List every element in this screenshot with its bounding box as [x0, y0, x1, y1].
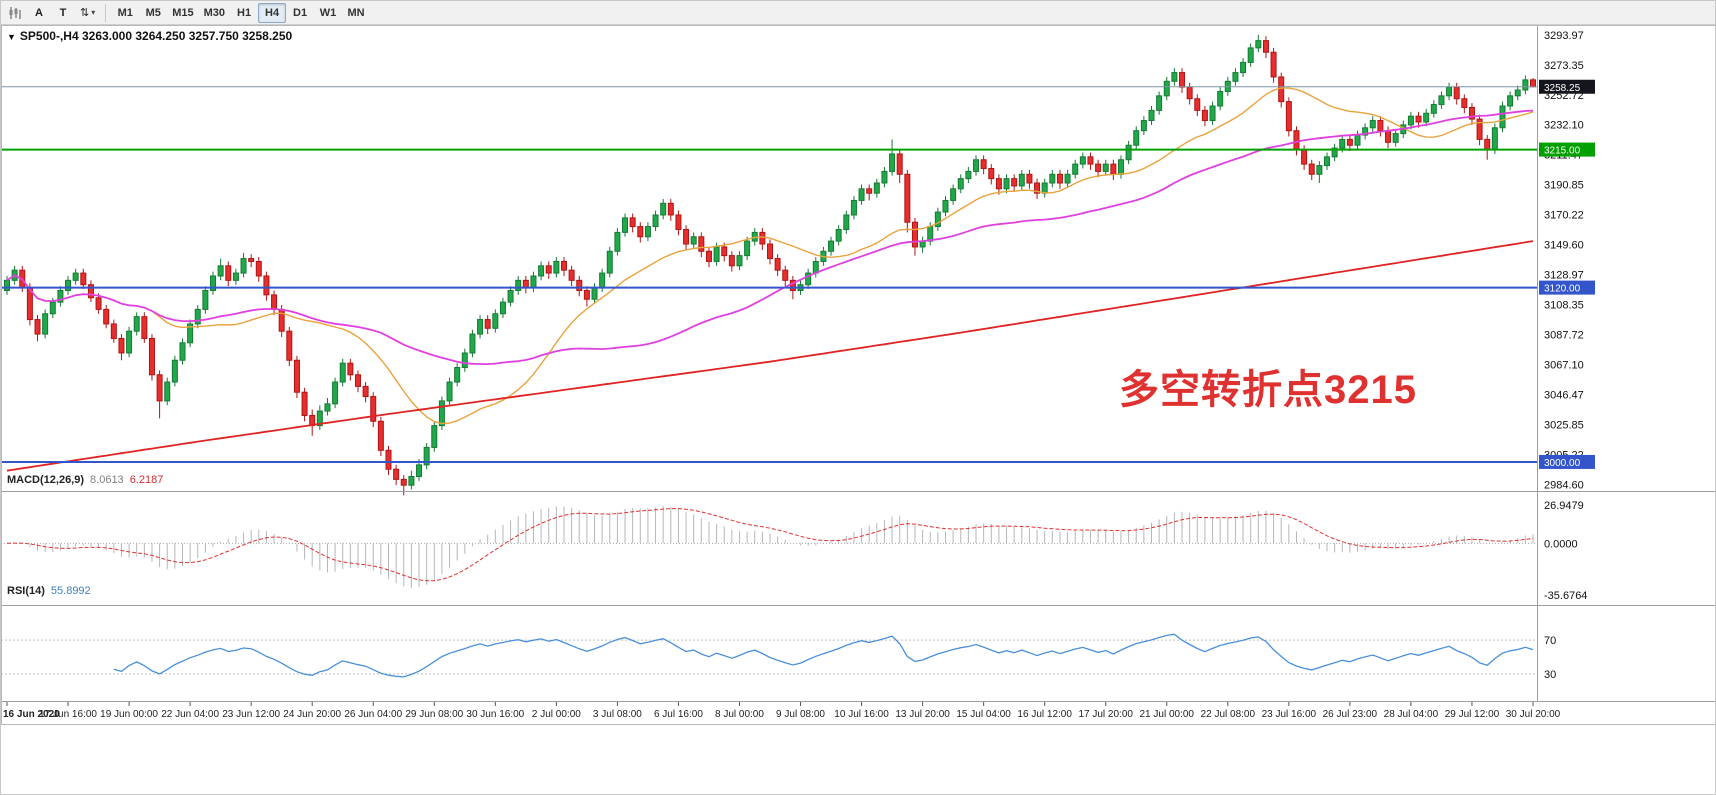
svg-text:15 Jul 04:00: 15 Jul 04:00 [956, 709, 1011, 720]
svg-text:29 Jul 12:00: 29 Jul 12:00 [1445, 709, 1500, 720]
toolbar: A T ⇅ ▾ M1 M5 M15 M30 H1 H4 D1 W1 MN [1, 1, 1715, 25]
svg-text:2984.60: 2984.60 [1544, 479, 1584, 491]
svg-text:3293.97: 3293.97 [1544, 30, 1584, 42]
svg-text:28 Jul 04:00: 28 Jul 04:00 [1384, 709, 1439, 720]
svg-text:16 Jul 12:00: 16 Jul 12:00 [1017, 709, 1072, 720]
svg-text:9 Jul 08:00: 9 Jul 08:00 [776, 709, 825, 720]
svg-text:3273.35: 3273.35 [1544, 60, 1584, 72]
chevron-down-icon: ▾ [91, 8, 96, 17]
svg-text:13 Jul 20:00: 13 Jul 20:00 [895, 709, 950, 720]
svg-text:3232.10: 3232.10 [1544, 120, 1584, 132]
chart-type-button[interactable] [3, 3, 27, 23]
svg-text:3120.00: 3120.00 [1544, 284, 1581, 295]
svg-text:17 Jun 16:00: 17 Jun 16:00 [39, 709, 97, 720]
svg-text:22 Jul 08:00: 22 Jul 08:00 [1201, 709, 1256, 720]
svg-text:30 Jul 20:00: 30 Jul 20:00 [1506, 709, 1561, 720]
cursor-tool-label: A [35, 6, 43, 19]
text-tool-button[interactable]: T [51, 3, 75, 23]
svg-text:17 Jul 20:00: 17 Jul 20:00 [1078, 709, 1133, 720]
timeframe-m15[interactable]: M15 [167, 3, 198, 23]
svg-text:-35.6764: -35.6764 [1544, 590, 1587, 602]
svg-text:30 Jun 16:00: 30 Jun 16:00 [466, 709, 524, 720]
svg-text:23 Jul 16:00: 23 Jul 16:00 [1262, 709, 1317, 720]
svg-text:21 Jul 00:00: 21 Jul 00:00 [1140, 709, 1195, 720]
timeframe-m30[interactable]: M30 [199, 3, 230, 23]
svg-text:3087.72: 3087.72 [1544, 330, 1584, 342]
svg-text:3108.35: 3108.35 [1544, 300, 1584, 312]
svg-text:8 Jul 00:00: 8 Jul 00:00 [715, 709, 764, 720]
text-tool-label: T [59, 6, 67, 19]
timeframe-h4[interactable]: H4 [258, 2, 287, 23]
svg-text:23 Jun 12:00: 23 Jun 12:00 [222, 709, 280, 720]
svg-text:16 Jun 2020: 16 Jun 2020 [3, 709, 60, 720]
scale-arrows-icon: ⇅ [80, 7, 90, 19]
svg-text:3128.97: 3128.97 [1544, 270, 1584, 282]
svg-text:3046.47: 3046.47 [1544, 389, 1584, 401]
svg-text:3215.00: 3215.00 [1544, 146, 1581, 157]
svg-text:70: 70 [1544, 635, 1556, 647]
svg-text:3067.10: 3067.10 [1544, 359, 1584, 371]
timeframe-w1[interactable]: W1 [314, 3, 342, 23]
timeframe-m5[interactable]: M5 [139, 3, 167, 23]
price-chart-canvas[interactable]: 3293.973273.353252.723232.103211.473190.… [1, 25, 1716, 795]
svg-text:6 Jul 16:00: 6 Jul 16:00 [654, 709, 703, 720]
candlestick-chart-icon [9, 6, 21, 19]
svg-text:26.9479: 26.9479 [1544, 500, 1584, 512]
svg-text:3149.60: 3149.60 [1544, 240, 1584, 252]
svg-text:3170.22: 3170.22 [1544, 210, 1584, 222]
svg-text:29 Jun 08:00: 29 Jun 08:00 [405, 709, 463, 720]
svg-text:22 Jun 04:00: 22 Jun 04:00 [161, 709, 219, 720]
timeframe-h1[interactable]: H1 [230, 3, 258, 23]
svg-text:3190.85: 3190.85 [1544, 180, 1584, 192]
svg-text:10 Jul 16:00: 10 Jul 16:00 [834, 709, 889, 720]
timeframe-m1[interactable]: M1 [111, 3, 139, 23]
svg-text:19 Jun 00:00: 19 Jun 00:00 [100, 709, 158, 720]
svg-text:26 Jun 04:00: 26 Jun 04:00 [344, 709, 402, 720]
svg-text:3 Jul 08:00: 3 Jul 08:00 [593, 709, 642, 720]
svg-text:3025.85: 3025.85 [1544, 419, 1584, 431]
svg-text:30: 30 [1544, 669, 1556, 681]
timeframe-d1[interactable]: D1 [286, 3, 314, 23]
svg-text:3258.25: 3258.25 [1544, 83, 1581, 94]
scale-tool-button[interactable]: ⇅ ▾ [75, 3, 100, 23]
svg-text:2 Jul 00:00: 2 Jul 00:00 [532, 709, 581, 720]
svg-text:3000.00: 3000.00 [1544, 458, 1581, 469]
svg-text:26 Jul 23:00: 26 Jul 23:00 [1323, 709, 1378, 720]
timeframe-mn[interactable]: MN [342, 3, 370, 23]
chart-area[interactable]: 3293.973273.353252.723232.103211.473190.… [1, 25, 1716, 795]
toolbar-separator [105, 3, 107, 22]
cursor-tool-button[interactable]: A [27, 3, 51, 23]
svg-text:0.0000: 0.0000 [1544, 538, 1578, 550]
svg-text:24 Jun 20:00: 24 Jun 20:00 [283, 709, 341, 720]
